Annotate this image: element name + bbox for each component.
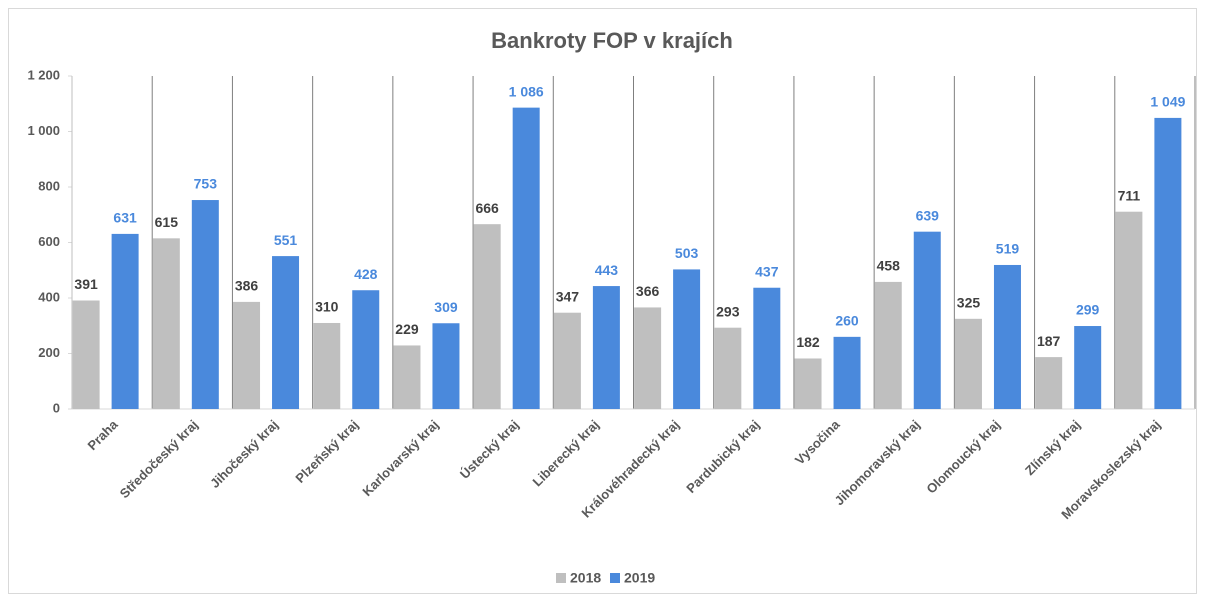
bar (512, 107, 540, 409)
legend-label: 2019 (624, 570, 655, 586)
value-label: 299 (1076, 302, 1100, 318)
bar (1074, 326, 1102, 409)
value-label: 260 (835, 313, 859, 329)
value-label: 229 (395, 321, 419, 337)
value-label: 615 (155, 214, 179, 230)
value-label: 1 049 (1150, 94, 1185, 110)
value-label: 443 (595, 262, 619, 278)
value-label: 551 (274, 232, 298, 248)
value-label: 325 (957, 295, 981, 311)
value-label: 386 (235, 278, 259, 294)
value-label: 666 (475, 200, 499, 216)
bar (191, 200, 219, 409)
bar (954, 318, 982, 409)
value-label: 458 (877, 258, 901, 274)
value-label: 639 (916, 207, 940, 223)
legend: 2018 2019 (556, 570, 655, 586)
legend-swatch (610, 573, 620, 583)
bar (1035, 357, 1063, 409)
bar (993, 264, 1021, 409)
bar (72, 300, 100, 409)
bar (1115, 211, 1143, 409)
value-label: 519 (996, 241, 1020, 257)
chart-title: Bankroty FOP v krajích (491, 28, 733, 53)
value-label: 293 (716, 303, 740, 319)
bar (753, 287, 781, 409)
bar (313, 322, 341, 409)
y-tick-label: 1 200 (27, 67, 60, 82)
value-label: 753 (194, 176, 218, 192)
value-label: 711 (1118, 187, 1141, 203)
bar (352, 290, 380, 409)
value-label: 631 (113, 210, 137, 226)
legend-swatch (556, 573, 566, 583)
value-label: 437 (755, 263, 779, 279)
bar (152, 238, 180, 409)
bar (432, 323, 460, 409)
bar (833, 336, 861, 409)
y-tick-label: 0 (53, 400, 60, 415)
bar (673, 269, 701, 409)
legend-label: 2018 (570, 570, 601, 586)
value-label: 310 (315, 299, 339, 315)
bar (592, 286, 620, 409)
value-label: 366 (636, 283, 660, 299)
value-label: 1 086 (509, 83, 544, 99)
bar (794, 358, 822, 409)
y-tick-label: 400 (38, 289, 60, 304)
value-label: 309 (434, 299, 458, 315)
y-tick-label: 600 (38, 234, 60, 249)
bar (913, 231, 941, 409)
y-tick-label: 800 (38, 178, 60, 193)
bar (473, 224, 501, 409)
value-label: 182 (796, 334, 820, 350)
value-label: 347 (556, 288, 580, 304)
bar (393, 345, 421, 409)
bar (1154, 117, 1182, 409)
bar (714, 327, 742, 409)
y-tick-label: 200 (38, 345, 60, 360)
value-label: 187 (1037, 333, 1061, 349)
value-label: 391 (74, 276, 98, 292)
value-label: 503 (675, 245, 699, 261)
bar (874, 281, 902, 409)
bar (634, 307, 662, 409)
value-label: 428 (354, 266, 378, 282)
bar (111, 233, 139, 409)
bar (233, 301, 261, 409)
bar (553, 312, 581, 409)
y-tick-label: 1 000 (27, 123, 60, 138)
bar (272, 256, 300, 409)
